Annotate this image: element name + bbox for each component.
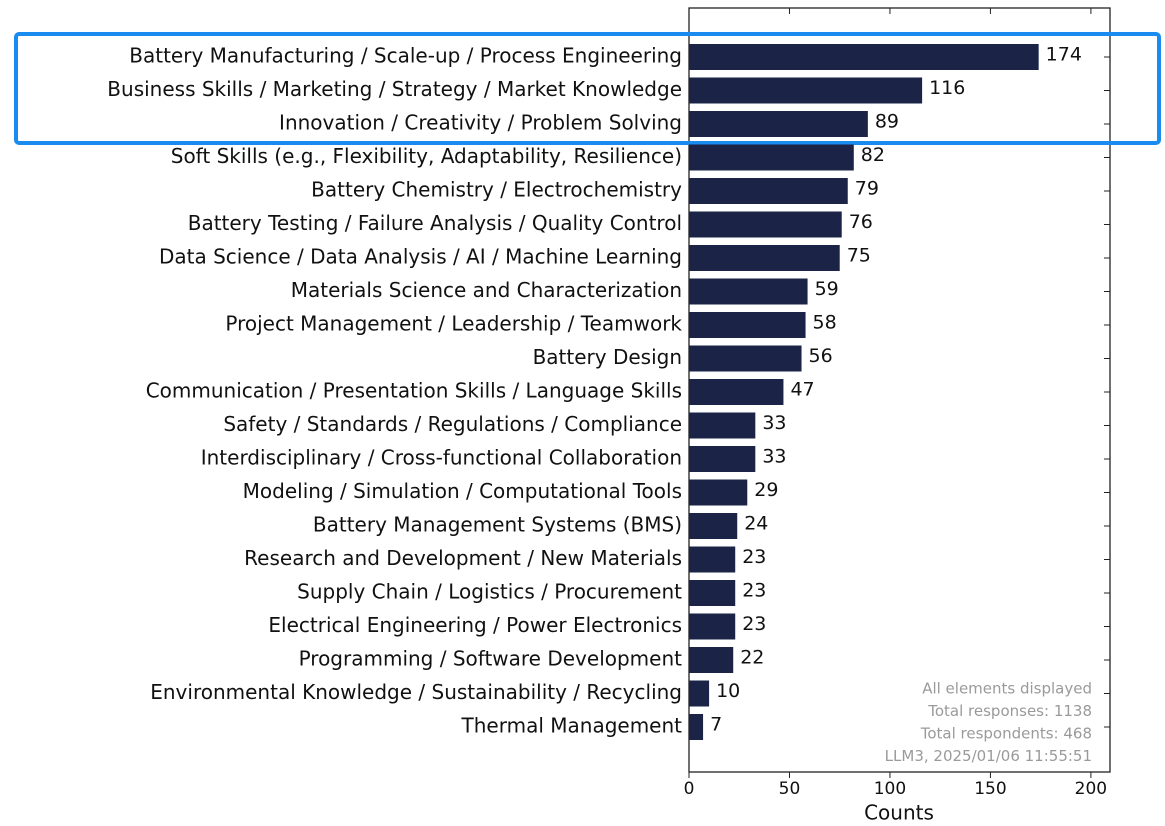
- y-tick-label: Battery Chemistry / Electrochemistry: [311, 178, 682, 202]
- bar: [689, 345, 802, 372]
- value-label: 33: [762, 412, 786, 434]
- value-label: 47: [790, 379, 814, 401]
- y-tick-label: Communication / Presentation Skills / La…: [146, 379, 682, 403]
- y-tick-label: Electrical Engineering / Power Electroni…: [268, 613, 682, 637]
- bar: [689, 714, 704, 740]
- annotation: Total responses: 1138: [927, 702, 1092, 720]
- annotation: All elements displayed: [922, 680, 1092, 698]
- value-label: 24: [744, 513, 768, 535]
- bar: [689, 580, 736, 606]
- y-tick-label: Business Skills / Marketing / Strategy /…: [107, 77, 682, 101]
- x-tick-label: 0: [684, 779, 695, 799]
- x-tick-label: 150: [974, 779, 1006, 799]
- bar: [689, 178, 848, 204]
- bar: [689, 446, 756, 472]
- y-tick-label: Research and Development / New Materials: [244, 546, 682, 570]
- bar: [689, 144, 854, 171]
- bar: [689, 412, 756, 439]
- annotation: LLM3, 2025/01/06 11:55:51: [885, 747, 1092, 765]
- value-label: 56: [809, 345, 833, 367]
- value-label: 59: [815, 278, 839, 300]
- value-label: 23: [742, 613, 766, 635]
- y-tick-label: Battery Design: [533, 345, 682, 369]
- y-tick-label: Battery Testing / Failure Analysis / Qua…: [188, 211, 682, 235]
- value-label: 33: [762, 446, 786, 468]
- value-label: 82: [861, 144, 885, 166]
- bar: [689, 245, 840, 271]
- y-tick-label: Materials Science and Characterization: [291, 278, 682, 302]
- x-tick-label: 100: [874, 779, 906, 799]
- value-label: 23: [742, 546, 766, 568]
- value-label: 7: [710, 714, 722, 736]
- y-tick-label: Environmental Knowledge / Sustainability…: [150, 680, 682, 704]
- value-label: 76: [849, 211, 873, 233]
- bar: [689, 111, 868, 137]
- bar: [689, 680, 710, 707]
- y-tick-label: Innovation / Creativity / Problem Solvin…: [279, 111, 682, 135]
- value-label: 79: [855, 178, 879, 200]
- bar: [689, 312, 806, 338]
- bar: [689, 278, 808, 305]
- x-tick-label: 50: [779, 779, 801, 799]
- bar: [689, 77, 923, 104]
- highlight-box: [14, 32, 1161, 145]
- value-label: 29: [754, 479, 778, 501]
- bar: [689, 479, 748, 506]
- y-tick-label: Interdisciplinary / Cross-functional Col…: [201, 446, 682, 470]
- y-tick-label: Battery Manufacturing / Scale-up / Proce…: [129, 44, 682, 68]
- value-label: 89: [875, 111, 899, 133]
- bar: [689, 211, 842, 238]
- value-label: 116: [929, 77, 965, 99]
- y-tick-label: Programming / Software Development: [299, 647, 683, 671]
- y-tick-label: Supply Chain / Logistics / Procurement: [297, 580, 682, 604]
- annotation: Total respondents: 468: [920, 725, 1092, 743]
- y-tick-label: Thermal Management: [461, 714, 683, 738]
- y-tick-label: Soft Skills (e.g., Flexibility, Adaptabi…: [171, 144, 682, 168]
- y-tick-label: Modeling / Simulation / Computational To…: [243, 479, 682, 503]
- bar: [689, 44, 1039, 70]
- value-label: 58: [813, 312, 837, 334]
- y-tick-label: Battery Management Systems (BMS): [313, 513, 682, 537]
- x-axis-label: Counts: [864, 801, 934, 825]
- value-label: 22: [740, 647, 764, 669]
- bar: [689, 379, 784, 405]
- y-tick-label: Data Science / Data Analysis / AI / Mach…: [159, 245, 682, 269]
- bar: [689, 647, 734, 673]
- value-label: 174: [1046, 44, 1082, 66]
- value-label: 75: [847, 245, 871, 267]
- value-label: 10: [716, 680, 740, 702]
- x-tick-label: 200: [1075, 779, 1107, 799]
- bar: [689, 613, 736, 640]
- y-tick-label: Project Management / Leadership / Teamwo…: [225, 312, 682, 336]
- bar: [689, 546, 736, 573]
- y-tick-label: Safety / Standards / Regulations / Compl…: [223, 412, 682, 436]
- bar: [689, 513, 738, 539]
- value-label: 23: [742, 580, 766, 602]
